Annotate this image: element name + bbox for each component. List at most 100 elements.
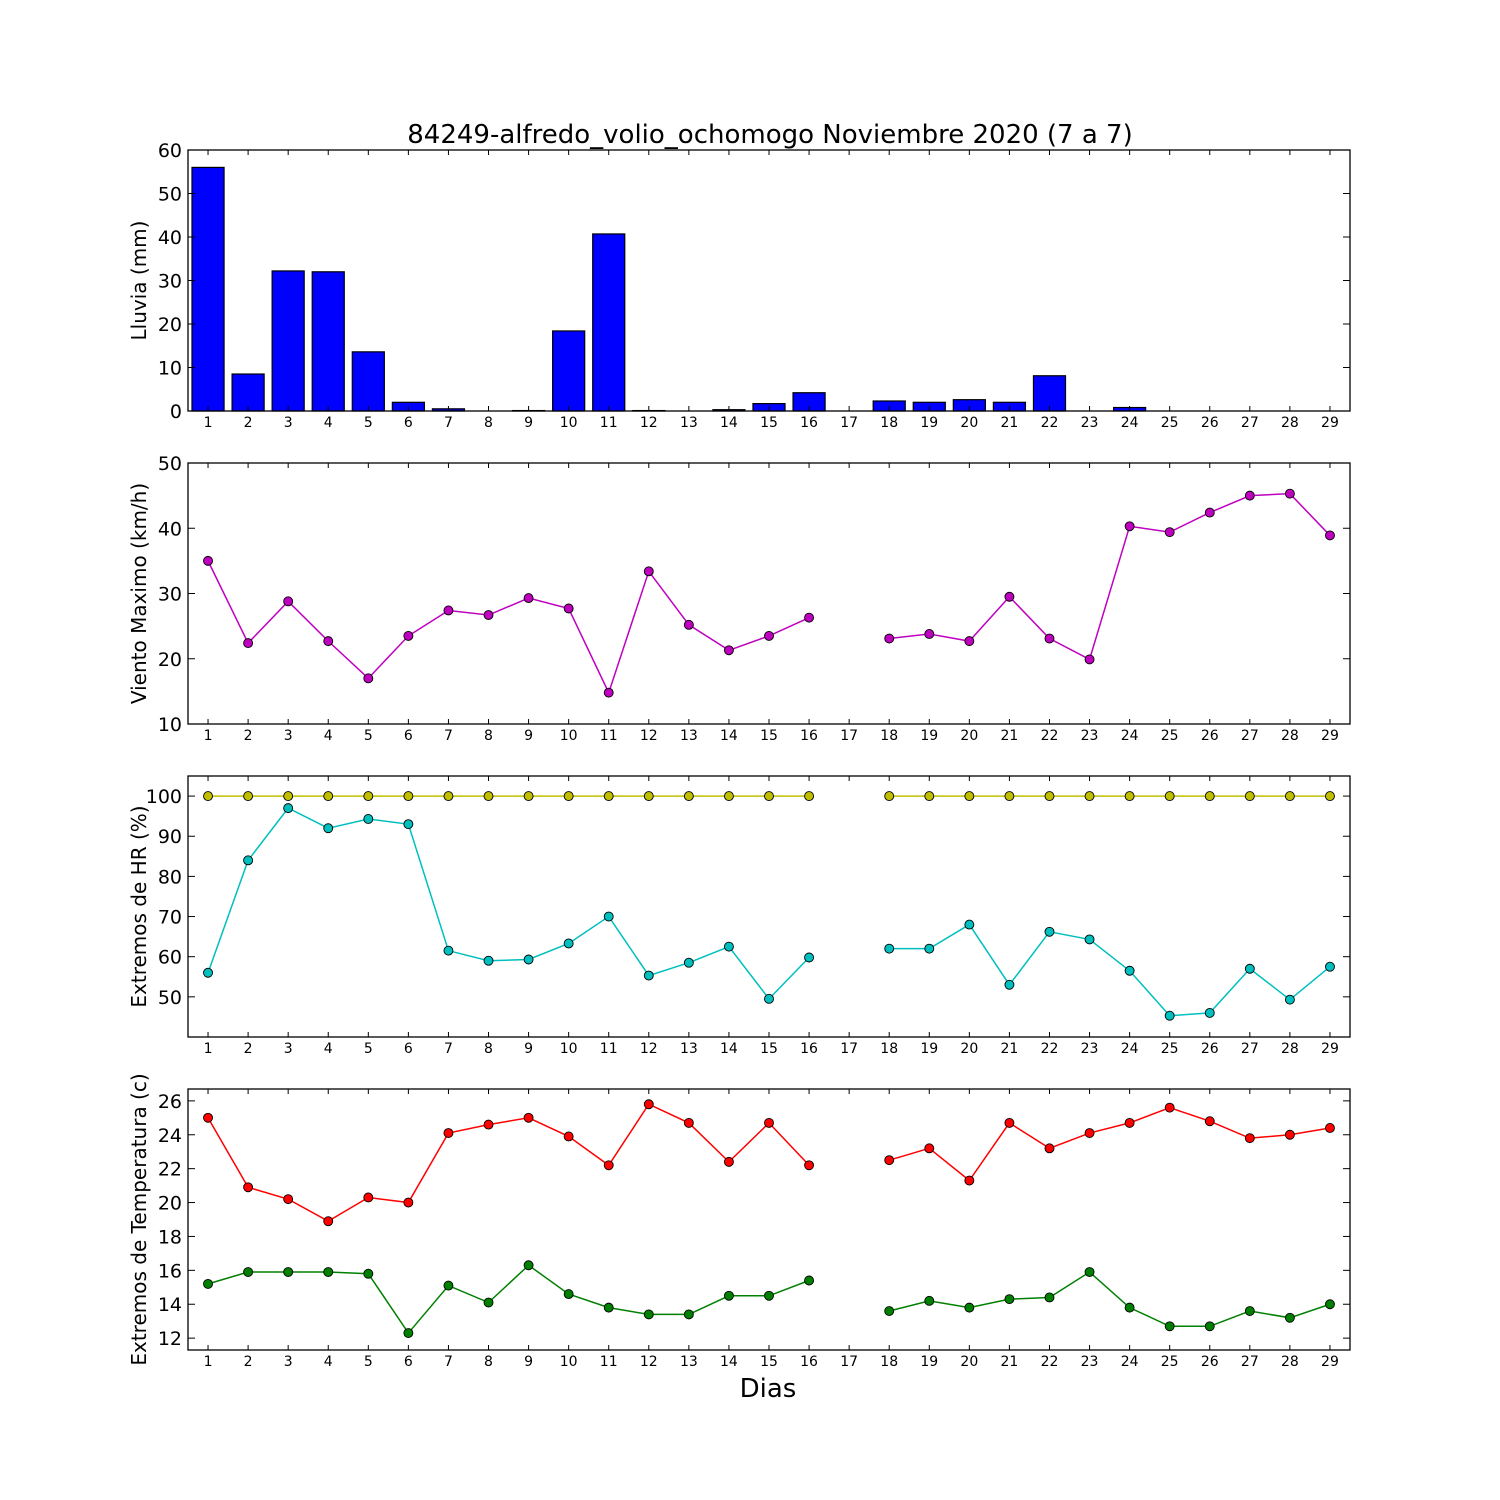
y-tick-label: 20	[158, 1193, 182, 1215]
y-tick-label: 20	[158, 314, 182, 336]
x-tick-label: 26	[1201, 728, 1219, 744]
x-tick-label: 23	[1081, 415, 1099, 431]
x-tick-label: 20	[960, 415, 978, 431]
point-series-1-day-25	[1164, 1102, 1175, 1113]
y-tick-label: 50	[158, 453, 182, 475]
x-tick-label: 2	[244, 415, 253, 431]
point-series-2-day-9	[523, 954, 534, 965]
y-axis-label: Viento Maximo (km/h)	[127, 483, 151, 704]
point-series-1-day-8	[483, 791, 494, 802]
x-tick-label: 14	[720, 728, 738, 744]
x-tick-label: 9	[524, 415, 533, 431]
x-tick-label: 11	[600, 415, 618, 431]
point-series-2-day-18	[884, 1306, 895, 1316]
x-axis-label: Dias	[740, 1374, 797, 1404]
x-tick-label: 4	[324, 728, 333, 744]
point-series-1-day-11	[603, 791, 614, 802]
point-series-1-day-29	[1325, 791, 1335, 802]
point-series-1-day-6	[403, 630, 414, 641]
point-series-1-day-28	[1284, 791, 1295, 802]
point-series-1-day-23	[1084, 1128, 1095, 1139]
x-tick-label: 26	[1201, 1041, 1219, 1057]
point-series-1-day-15	[764, 791, 774, 802]
point-series-1-day-14	[723, 1156, 734, 1167]
point-series-1-day-18	[884, 633, 895, 644]
x-tick-label: 12	[640, 728, 658, 744]
point-series-1-day-14	[723, 645, 734, 656]
point-series-1-day-21	[1004, 791, 1015, 802]
x-tick-label: 25	[1161, 728, 1179, 744]
point-series-2-day-14	[723, 1290, 734, 1301]
point-series-2-day-2	[243, 855, 254, 866]
x-tick-label: 3	[284, 1354, 293, 1370]
point-series-1-day-16	[804, 612, 815, 623]
x-tick-label: 28	[1281, 415, 1299, 431]
x-tick-label: 4	[324, 1354, 333, 1370]
bar-day-3	[271, 270, 305, 412]
point-series-1-day-10	[563, 791, 574, 802]
x-tick-label: 2	[244, 728, 253, 744]
x-tick-label: 22	[1041, 728, 1059, 744]
point-series-1-day-16	[804, 1160, 815, 1171]
point-series-2-day-25	[1164, 1010, 1175, 1021]
point-series-2-day-1	[203, 967, 213, 978]
point-series-1-day-3	[283, 1194, 294, 1205]
point-series-2-day-24	[1124, 965, 1135, 976]
point-series-1-day-27	[1244, 791, 1255, 802]
x-tick-label: 29	[1321, 728, 1339, 744]
x-tick-label: 19	[920, 415, 938, 431]
point-series-2-day-8	[483, 955, 494, 966]
point-series-1-day-26	[1204, 507, 1215, 518]
point-series-2-day-3	[283, 803, 294, 814]
point-series-1-day-2	[243, 638, 254, 649]
point-series-2-day-13	[683, 1309, 694, 1320]
point-series-1-day-6	[403, 1197, 414, 1208]
y-tick-label: 40	[158, 518, 182, 540]
x-tick-label: 12	[640, 1041, 658, 1057]
point-series-1-day-15	[764, 630, 774, 641]
point-series-2-day-23	[1084, 1267, 1095, 1277]
x-tick-label: 29	[1321, 415, 1339, 431]
series-2-line-1	[207, 807, 810, 1000]
x-tick-label: 17	[840, 415, 858, 431]
point-series-2-day-5	[363, 1268, 374, 1279]
y-tick-label: 100	[146, 786, 182, 808]
point-series-1-day-25	[1164, 527, 1175, 538]
x-tick-label: 2	[244, 1354, 253, 1370]
point-series-2-day-7	[443, 945, 454, 956]
point-series-1-day-8	[483, 1119, 494, 1130]
point-series-1-day-18	[884, 1155, 895, 1166]
point-series-1-day-9	[523, 593, 534, 604]
point-series-1-day-20	[964, 636, 975, 647]
bar-day-10	[552, 330, 586, 412]
point-series-2-day-29	[1325, 961, 1335, 972]
y-tick-label: 22	[158, 1159, 182, 1181]
point-series-1-day-28	[1284, 488, 1295, 499]
x-tick-label: 6	[404, 415, 413, 431]
point-series-2-day-25	[1164, 1321, 1175, 1332]
point-series-2-day-26	[1204, 1007, 1215, 1018]
series-1-line-2	[889, 492, 1331, 661]
point-series-2-day-12	[643, 1309, 654, 1320]
x-tick-label: 3	[284, 415, 293, 431]
point-series-2-day-8	[483, 1297, 494, 1308]
point-series-1-day-27	[1244, 1133, 1255, 1144]
x-tick-label: 1	[204, 1041, 213, 1057]
y-axis-label: Extremos de Temperatura (c)	[127, 1073, 151, 1365]
point-series-1-day-24	[1124, 521, 1135, 532]
y-tick-label: 10	[158, 358, 182, 380]
x-tick-label: 14	[720, 1354, 738, 1370]
x-tick-label: 6	[404, 728, 413, 744]
y-axis-label: Extremos de HR (%)	[127, 805, 151, 1007]
y-tick-label: 26	[158, 1091, 182, 1113]
point-series-2-day-28	[1284, 1312, 1295, 1323]
point-series-2-day-28	[1284, 994, 1295, 1005]
point-series-2-day-29	[1325, 1299, 1335, 1310]
point-series-1-day-3	[283, 596, 294, 607]
point-series-2-day-14	[723, 941, 734, 952]
point-series-2-day-19	[924, 1295, 935, 1306]
point-series-1-day-1	[203, 555, 213, 566]
